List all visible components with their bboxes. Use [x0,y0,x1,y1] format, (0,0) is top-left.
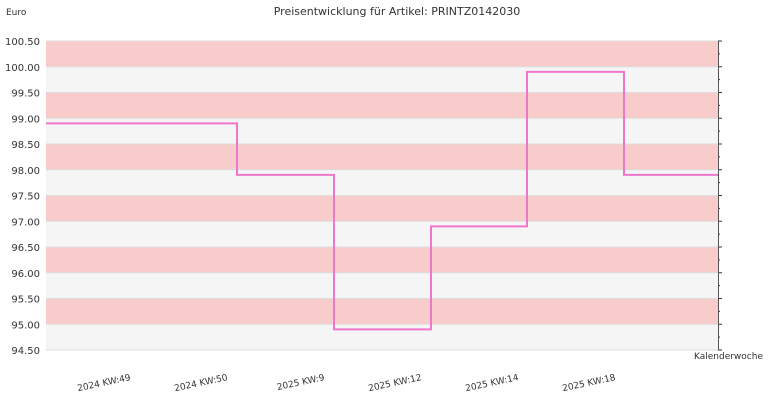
grid-band [46,169,718,196]
y-axis-label: Euro [6,8,27,18]
x-tick-label: 2024 KW:50 [174,373,229,394]
x-tick-label: 2024 KW:49 [77,373,132,394]
y-tick-label: 95.00 [11,320,40,331]
x-axis: 2024 KW:49 2024 KW:50 2025 KW:9 2025 KW:12 2… [77,373,617,394]
price-step-line [46,70,718,331]
x-tick-label: 2025 KW:18 [562,373,617,394]
grid-band [46,272,718,299]
grid-band [46,144,718,170]
y-tick-label: 97.50 [11,192,40,203]
grid-band [46,92,718,119]
y-tick-label: 96.00 [11,269,40,280]
grid-band [46,324,718,350]
grid-band [46,41,718,67]
grid-band [46,195,718,222]
price-series [45,70,718,331]
grid-band [46,298,718,325]
y-tick-label: 99.00 [11,114,40,125]
chart-title: Preisentwicklung für Artikel: PRINTZ0142… [274,5,521,18]
grid-band [46,118,718,144]
y-tick-label: 98.50 [11,140,40,151]
y-tick-label: 97.00 [11,217,40,228]
x-tick-label: 2025 KW:9 [276,373,326,393]
grid-band [46,247,718,273]
y-tick-label: 99.50 [11,89,40,100]
x-tick-label: 2025 KW:12 [368,373,423,394]
y-tick-label: 98.00 [11,166,40,177]
y-tick-label: 94.50 [11,346,40,357]
grid-band [46,66,718,93]
y-tick-label: 100.00 [5,63,40,74]
y-axis: 100.50 100.00 99.50 99.00 98.50 98.00 97.50 97.… [5,37,722,357]
x-axis-label: Kalenderwoche [694,352,763,362]
y-tick-label: 100.50 [5,37,40,48]
plot-background-bands [46,40,718,351]
x-tick-label: 2025 KW:14 [465,373,520,394]
y-tick-label: 96.50 [11,243,40,254]
y-tick-label: 95.50 [11,295,40,306]
grid-band [46,221,718,247]
